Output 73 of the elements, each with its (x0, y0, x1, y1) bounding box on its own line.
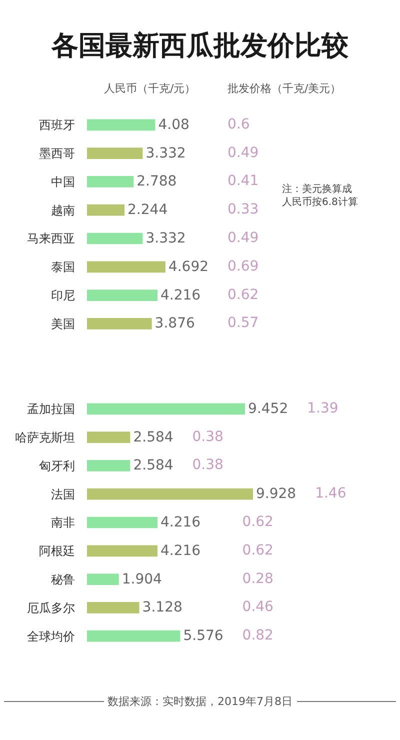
bar (87, 516, 158, 528)
y-tick-label: 哈萨克斯坦 (15, 430, 75, 444)
y-tick-label: 全球均价 (27, 629, 75, 644)
bar (87, 290, 158, 301)
bar (87, 602, 140, 614)
data-label: 0.41 (228, 173, 259, 190)
data-label: 0.49 (228, 144, 259, 161)
data-label: 2.244 (128, 202, 168, 218)
data-label: 0.38 (192, 457, 224, 474)
data-label: 0.69 (228, 258, 259, 274)
data-label: 4.216 (160, 514, 201, 530)
y-tick-label: 中国 (51, 174, 75, 189)
data-label: 4.216 (160, 542, 201, 559)
source-note: 数据来源：实时数据，2019年7月8日 (108, 694, 292, 708)
data-label: 9.928 (256, 486, 296, 502)
data-label: 4.692 (168, 258, 209, 275)
y-tick-label: 美国 (51, 316, 75, 331)
bar (87, 574, 119, 585)
bar (87, 403, 246, 415)
data-label: 0.82 (242, 628, 274, 644)
y-tick-label: 泰国 (51, 260, 75, 274)
bar (87, 176, 134, 188)
data-label: 0.28 (242, 570, 274, 587)
y-tick-label: 马来西亚 (27, 232, 75, 246)
data-label: 3.332 (146, 230, 186, 246)
data-label: 2.788 (136, 174, 177, 190)
text: 人民币（千克/元） (104, 82, 196, 95)
y-tick-label: 法国 (51, 487, 75, 502)
data-label: 4.216 (160, 287, 201, 304)
bar (87, 488, 253, 500)
data-label: 2.584 (133, 429, 174, 446)
text: 批发价格（千克/美元） (228, 82, 342, 95)
y-tick-label: 越南 (51, 203, 75, 218)
bar (87, 630, 180, 642)
data-label: 9.452 (248, 400, 288, 417)
y-tick-label: 南非 (51, 516, 75, 530)
bar (87, 119, 156, 131)
data-label: 4.08 (158, 116, 190, 133)
data-label: 3.876 (154, 316, 195, 332)
data-label: 2.584 (133, 458, 174, 474)
bar (87, 432, 130, 443)
data-label: 0.6 (228, 116, 250, 132)
data-label: 0.62 (242, 542, 274, 558)
data-label: 0.38 (192, 428, 224, 445)
data-label: 0.46 (242, 599, 274, 616)
data-label: 0.62 (228, 286, 259, 303)
data-label: 3.128 (142, 600, 182, 616)
y-tick-label: 西班牙 (39, 118, 75, 132)
y-tick-label: 匈牙利 (39, 458, 75, 473)
bar (87, 318, 152, 330)
y-tick-label: 阿根廷 (39, 544, 75, 558)
data-label: 1.39 (307, 400, 338, 416)
y-tick-label: 厄瓜多尔 (27, 600, 75, 615)
bar (87, 261, 166, 273)
bar (87, 460, 130, 472)
y-tick-label: 秘鲁 (51, 572, 75, 586)
data-label: 0.49 (228, 230, 259, 246)
bar (87, 545, 158, 557)
chart-title: 各国最新西瓜批发价比较 (50, 30, 350, 62)
bar (87, 148, 143, 159)
data-label: 3.332 (146, 145, 186, 162)
data-label: 0.62 (242, 514, 274, 530)
y-tick-label: 孟加拉国 (27, 402, 75, 416)
data-label: 1.46 (315, 486, 346, 502)
bar (87, 232, 143, 244)
data-label: 1.904 (122, 571, 162, 588)
text: 注：美元换算成人民币按6.8计算 (282, 183, 358, 208)
y-tick-label: 印尼 (51, 288, 75, 302)
data-label: 0.57 (228, 315, 259, 332)
y-tick-label: 墨西哥 (39, 146, 75, 160)
data-label: 5.576 (183, 628, 224, 644)
data-label: 0.33 (228, 202, 259, 218)
bar (87, 204, 125, 216)
